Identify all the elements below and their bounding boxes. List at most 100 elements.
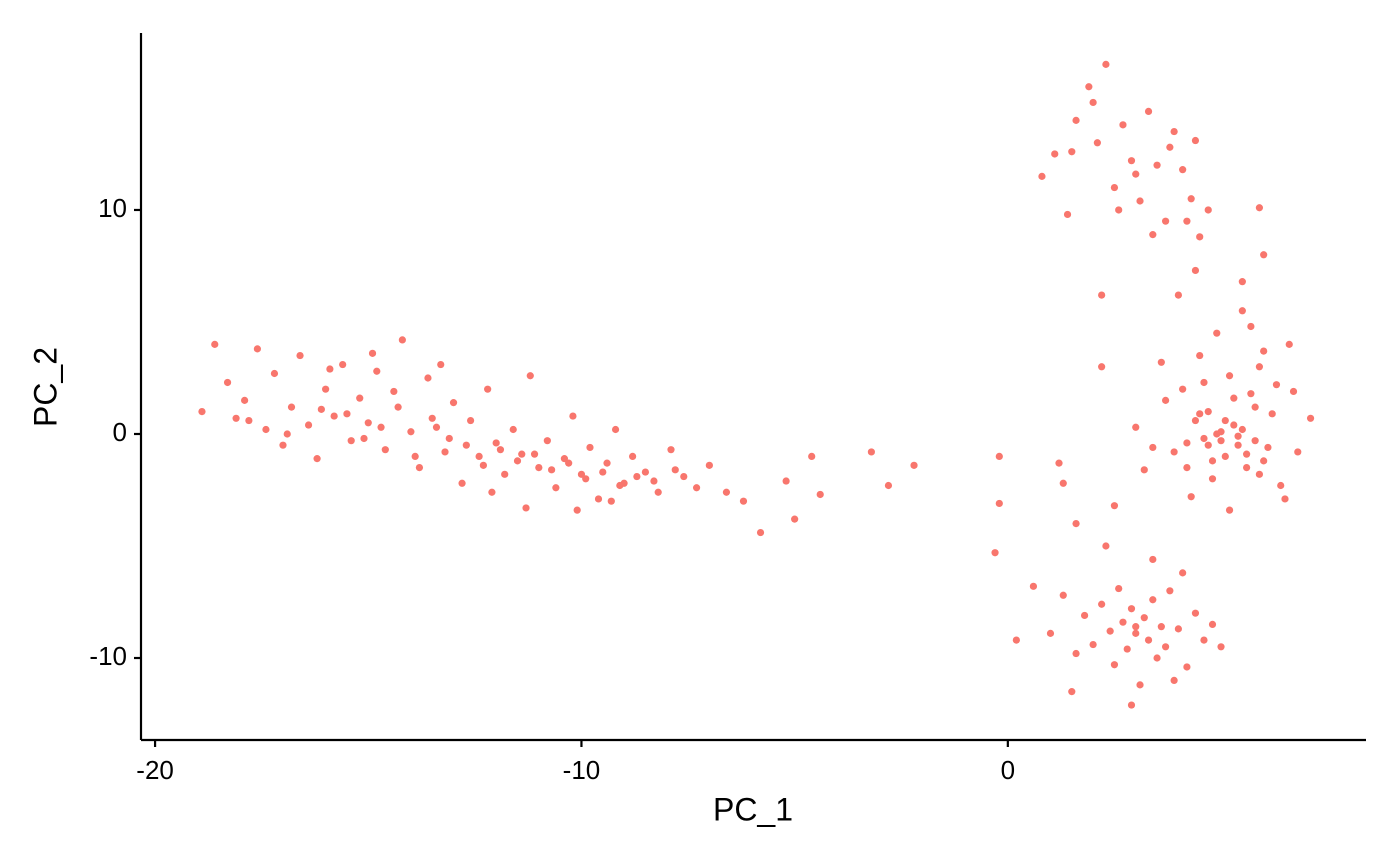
point: [488, 488, 496, 496]
point: [1255, 470, 1264, 478]
point: [304, 421, 313, 429]
point: [262, 425, 270, 434]
point: [543, 437, 551, 445]
point: [513, 457, 522, 465]
point: [569, 412, 577, 420]
point: [1196, 410, 1204, 418]
point: [1238, 307, 1246, 315]
point: [1102, 60, 1110, 68]
point: [462, 441, 470, 449]
point: [1208, 620, 1217, 629]
point: [1277, 481, 1285, 490]
point: [1179, 385, 1187, 393]
point: [680, 472, 688, 481]
point: [1260, 251, 1268, 259]
point: [270, 369, 279, 378]
point: [479, 461, 487, 469]
point: [1110, 661, 1119, 669]
point: [1294, 448, 1302, 456]
point: [535, 463, 543, 472]
point: [428, 414, 436, 422]
point: [1260, 347, 1268, 355]
point: [1166, 587, 1174, 595]
point: [586, 443, 594, 452]
point: [654, 488, 662, 496]
point: [398, 336, 406, 344]
point: [458, 479, 466, 487]
point: [991, 549, 999, 557]
point: [1161, 217, 1170, 225]
x-tick-label: -10: [563, 755, 601, 785]
point: [1149, 555, 1157, 564]
point: [530, 450, 539, 458]
point: [1191, 416, 1200, 425]
point: [1238, 278, 1246, 286]
point: [671, 466, 679, 474]
point: [1183, 439, 1191, 447]
point: [1098, 600, 1106, 608]
point: [1157, 358, 1165, 366]
point: [1119, 121, 1127, 129]
point: [377, 423, 385, 431]
point: [1251, 403, 1259, 411]
point: [343, 410, 351, 418]
point: [496, 446, 505, 454]
point: [1213, 329, 1221, 337]
point: [1170, 448, 1178, 456]
point: [437, 360, 445, 369]
y-tick-label: 0: [113, 417, 127, 447]
point: [522, 504, 530, 512]
point: [1157, 623, 1165, 631]
point: [1243, 463, 1251, 472]
point: [548, 466, 556, 474]
point: [441, 448, 449, 456]
point: [466, 416, 475, 425]
point: [1191, 609, 1200, 617]
point: [1285, 340, 1293, 348]
point: [1213, 430, 1221, 438]
point: [1196, 233, 1204, 241]
point: [616, 481, 624, 490]
point: [1247, 390, 1255, 398]
point: [368, 349, 377, 357]
point: [1127, 701, 1136, 709]
point: [995, 452, 1003, 460]
point: [611, 425, 620, 434]
point: [1187, 195, 1195, 203]
point: [756, 528, 765, 537]
point: [565, 459, 573, 467]
point: [867, 448, 875, 456]
point: [501, 470, 509, 478]
point: [1051, 150, 1059, 158]
point: [509, 425, 517, 434]
point: [1063, 210, 1072, 219]
point: [287, 403, 296, 411]
point: [475, 452, 483, 460]
point: [1208, 457, 1217, 465]
point: [445, 434, 453, 443]
point: [1072, 116, 1080, 124]
point: [1089, 640, 1097, 649]
point: [1072, 649, 1080, 658]
point: [641, 468, 650, 476]
point: [1281, 495, 1289, 503]
point: [594, 495, 603, 503]
point: [1127, 157, 1136, 165]
point: [1174, 291, 1182, 299]
point: [1221, 416, 1229, 425]
point: [573, 506, 581, 514]
point: [1149, 596, 1157, 604]
point: [791, 515, 799, 523]
point: [1272, 381, 1281, 389]
point: [1183, 463, 1191, 472]
point: [211, 340, 219, 348]
point: [667, 446, 675, 454]
point: [1268, 410, 1276, 418]
point: [1059, 479, 1067, 487]
point: [1110, 502, 1119, 510]
point: [415, 463, 424, 472]
x-tick-label: 0: [1001, 755, 1015, 785]
point: [1123, 645, 1131, 653]
point: [910, 461, 918, 469]
point: [1132, 423, 1140, 431]
